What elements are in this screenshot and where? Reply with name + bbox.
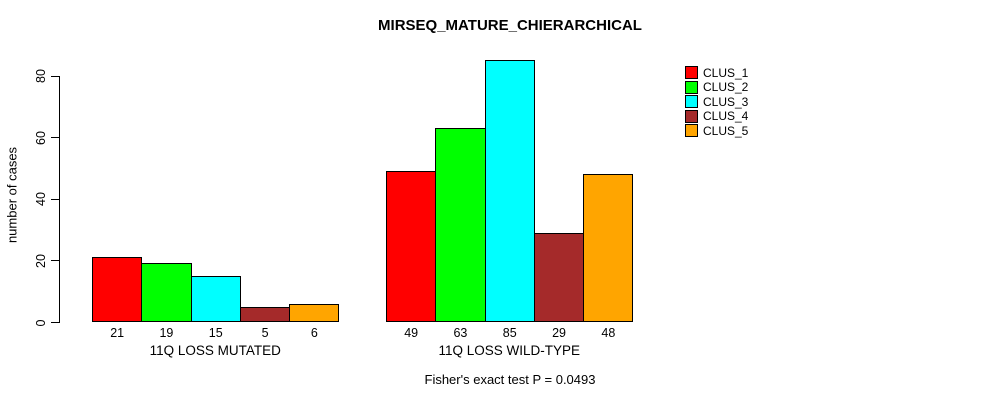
legend-swatch-icon (685, 95, 698, 109)
legend-item-clus_4: CLUS_4 (685, 109, 749, 124)
bar-clus_1-group2 (386, 171, 437, 322)
legend-swatch-icon (685, 124, 698, 138)
legend-swatch-icon (685, 109, 698, 123)
legend-label: CLUS_3 (703, 94, 749, 109)
bar-clus_5-group2 (583, 174, 634, 322)
legend-item-clus_1: CLUS_1 (685, 66, 748, 79)
legend-swatch-icon (685, 66, 698, 79)
y-axis-tick (51, 260, 59, 262)
bar-value-label: 85 (502, 326, 517, 340)
chart-title: MIRSEQ_MATURE_CHIERARCHICAL (378, 17, 642, 34)
bar-clus_5-group1 (289, 303, 340, 322)
bar-clus_3-group1 (190, 275, 241, 322)
bar-clus_4-group1 (239, 306, 291, 322)
legend-item-clus_5: CLUS_5 (685, 123, 749, 138)
bar-clus_2-group2 (435, 127, 486, 322)
legend-swatch-icon (685, 80, 698, 94)
legend: CLUS_1 CLUS_2 CLUS_3 CLUS_4 CLUS_5 (685, 66, 748, 139)
legend-item-clus_2: CLUS_2 (685, 80, 749, 95)
bar-value-label: 48 (601, 326, 616, 340)
bar-value-label: 15 (208, 326, 223, 340)
bar-value-label: 21 (110, 326, 125, 340)
y-axis-tick-label: 60 (34, 130, 48, 145)
legend-label: CLUS_5 (703, 123, 749, 138)
bar-value-label: 5 (261, 326, 269, 340)
bar-clus_2-group1 (141, 263, 192, 322)
y-axis-tick (51, 75, 59, 77)
legend-label: CLUS_1 (703, 65, 749, 80)
y-axis-tick (51, 322, 59, 323)
legend-item-clus_3: CLUS_3 (685, 94, 749, 109)
y-axis-tick-label: 80 (34, 69, 48, 83)
legend-label: CLUS_2 (703, 80, 749, 95)
bar-value-label: 19 (159, 326, 174, 340)
bar-clus_3-group2 (484, 60, 535, 322)
bar-value-label: 29 (552, 326, 566, 340)
y-axis-tick-label: 0 (34, 319, 48, 326)
category-label: 11Q LOSS WILD-TYPE (438, 343, 581, 358)
category-label: 11Q LOSS MUTATED (149, 343, 281, 358)
legend-label: CLUS_4 (703, 109, 749, 124)
y-axis-tick-label: 20 (34, 253, 48, 268)
bar-clus_4-group2 (533, 232, 585, 322)
y-axis-tick (51, 137, 59, 139)
y-axis-title: number of cases (4, 146, 20, 244)
y-axis-tick (51, 198, 59, 200)
annotation-text: Fisher's exact test P = 0.0493 (424, 372, 596, 387)
bar-clus_1-group1 (92, 257, 143, 322)
bar-value-label: 63 (453, 326, 468, 340)
bar-value-label: 6 (310, 326, 318, 340)
y-axis-line (59, 75, 60, 323)
y-axis-tick-label: 40 (34, 192, 48, 207)
bar-value-label: 49 (404, 326, 419, 340)
